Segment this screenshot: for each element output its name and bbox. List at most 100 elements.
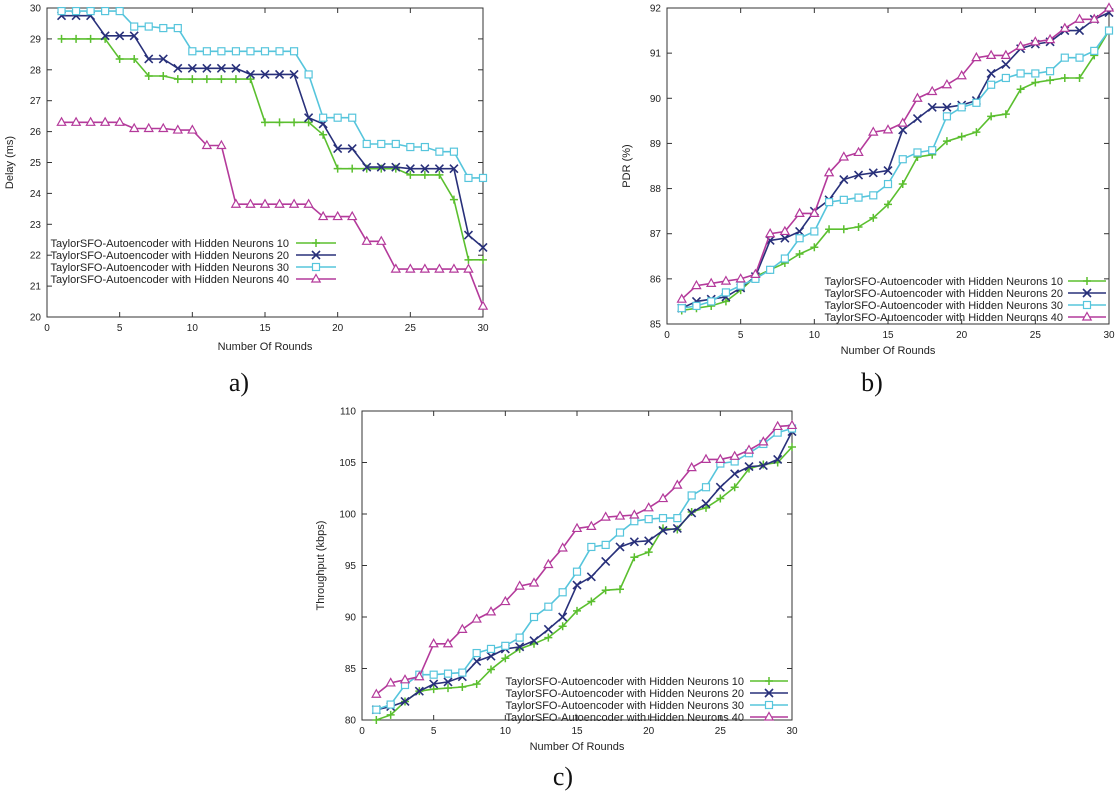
legend-marker-1 <box>1083 277 1091 285</box>
data-point-series-1 <box>159 71 168 80</box>
data-point-series-1 <box>1001 110 1010 119</box>
data-point-series-4 <box>1103 2 1115 12</box>
data-point-series-1 <box>115 54 124 63</box>
data-point-series-1 <box>246 75 255 84</box>
data-point-series-2 <box>391 162 401 172</box>
data-point-series-2 <box>773 454 783 464</box>
data-point-series-4 <box>288 198 300 208</box>
data-point-series-4 <box>85 116 96 126</box>
y-tick-label: 85 <box>345 664 357 675</box>
data-point-series-3 <box>529 612 539 622</box>
data-point-series-1 <box>1031 78 1040 87</box>
series-line-3 <box>376 427 793 711</box>
data-point-series-4 <box>672 479 683 489</box>
y-axis-label: Delay (ms) <box>4 136 16 189</box>
data-point-series-3 <box>707 297 716 306</box>
legend-marker-4 <box>1081 311 1093 321</box>
data-point-series-2 <box>400 696 410 707</box>
data-point-series-1 <box>464 255 473 264</box>
data-point-series-1 <box>942 137 951 146</box>
x-tick-label: 15 <box>259 323 271 334</box>
series-line-2 <box>61 14 484 249</box>
data-point-series-1 <box>304 118 313 127</box>
data-point-series-3 <box>472 648 481 658</box>
data-point-series-4 <box>463 263 474 273</box>
data-point-series-3 <box>942 112 952 121</box>
data-point-series-2 <box>672 523 682 533</box>
data-point-series-2 <box>463 230 474 240</box>
y-tick-label: 110 <box>340 407 356 418</box>
x-tick-label: 0 <box>359 726 365 737</box>
data-point-series-4 <box>385 677 396 687</box>
data-point-series-3 <box>386 700 395 709</box>
y-tick-label: 30 <box>30 4 42 15</box>
data-point-series-1 <box>544 633 553 642</box>
data-point-series-1 <box>435 170 444 179</box>
series-line-2 <box>376 431 793 711</box>
data-point-series-3 <box>464 173 473 183</box>
data-point-series-1 <box>869 213 878 222</box>
data-point-series-4 <box>528 577 540 587</box>
data-point-series-4 <box>1089 13 1100 23</box>
data-point-series-1 <box>130 54 139 63</box>
data-point-series-1 <box>1075 73 1084 82</box>
data-point-series-4 <box>303 198 314 208</box>
x-tick-label: 30 <box>786 726 798 737</box>
x-tick-label: 5 <box>117 323 123 334</box>
data-point-series-1 <box>275 118 284 127</box>
data-point-series-2 <box>601 556 611 566</box>
y-tick-label: 90 <box>650 94 662 105</box>
data-point-series-2 <box>486 651 496 661</box>
data-point-series-1 <box>702 503 710 512</box>
data-point-series-1 <box>721 297 730 306</box>
data-point-series-4 <box>414 671 425 681</box>
data-point-series-2 <box>420 164 430 174</box>
data-point-series-3 <box>587 542 596 552</box>
y-tick-label: 28 <box>30 65 42 76</box>
data-point-series-4 <box>614 510 626 520</box>
data-point-series-3 <box>898 155 907 164</box>
data-point-series-3 <box>173 23 182 33</box>
data-point-series-3 <box>854 193 863 202</box>
data-point-series-3 <box>957 103 966 112</box>
y-tick-label: 88 <box>650 184 662 195</box>
data-point-series-3 <box>443 669 453 678</box>
data-point-series-4 <box>500 595 511 606</box>
data-point-series-2 <box>443 677 453 687</box>
data-point-series-2 <box>558 612 568 622</box>
data-point-series-1 <box>788 443 796 452</box>
data-point-series-3 <box>289 47 299 56</box>
data-point-series-4 <box>758 436 769 446</box>
data-point-series-2 <box>405 164 415 174</box>
data-point-series-4 <box>56 116 67 126</box>
data-point-series-1 <box>479 255 487 264</box>
data-point-series-4 <box>868 126 879 136</box>
legend-label-1: TaylorSFO-Autoencoder with Hidden Neuron… <box>506 676 744 688</box>
data-point-series-3 <box>558 588 567 597</box>
data-point-series-2 <box>115 31 125 41</box>
data-point-series-4 <box>715 453 726 464</box>
data-point-series-3 <box>406 142 415 152</box>
data-point-series-3 <box>795 234 804 243</box>
data-point-series-4 <box>317 210 329 221</box>
data-point-series-4 <box>1074 13 1085 23</box>
data-point-series-4 <box>1015 40 1026 50</box>
legend-marker-4 <box>763 711 775 721</box>
data-point-series-3 <box>188 47 197 56</box>
data-point-series-4 <box>600 511 611 521</box>
data-point-series-4 <box>114 116 125 126</box>
x-tick-label: 10 <box>500 726 512 737</box>
data-point-series-4 <box>187 124 198 134</box>
chart-a-delay: 0 5 10 15 20 25 30 20 21 22 23 24 25 26 27 28 29 30 Number… <box>4 4 489 398</box>
data-point-series-4 <box>823 167 835 177</box>
data-point-series-3 <box>658 514 668 523</box>
data-point-series-2 <box>414 686 424 696</box>
data-point-series-3 <box>721 288 731 297</box>
data-point-series-3 <box>144 22 153 31</box>
data-point-series-3 <box>1045 67 1055 76</box>
data-point-series-2 <box>289 69 299 80</box>
data-point-series-2 <box>1074 26 1085 36</box>
data-point-series-1 <box>810 243 819 252</box>
data-point-series-4 <box>743 444 755 454</box>
data-point-series-3 <box>515 633 524 642</box>
